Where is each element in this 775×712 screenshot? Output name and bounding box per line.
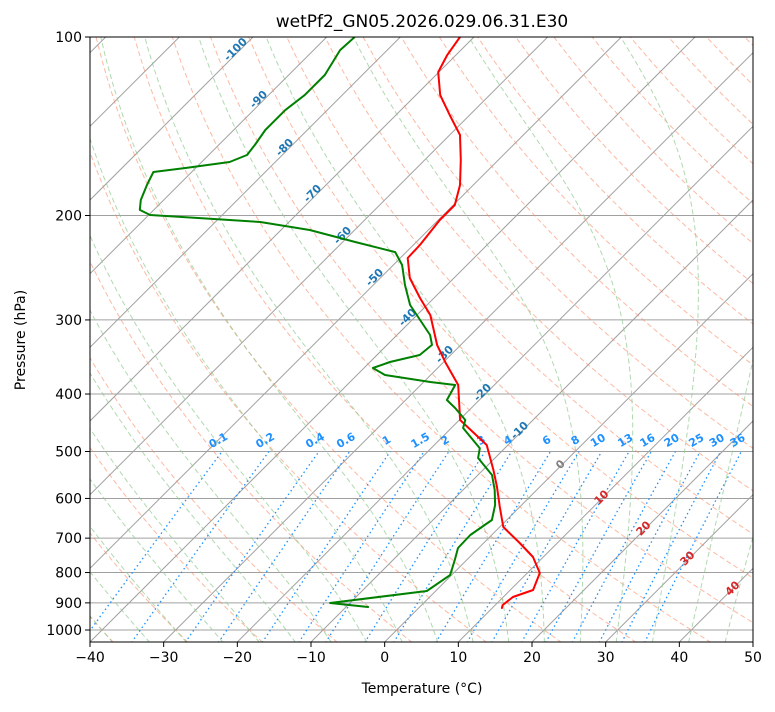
dry-adiabat-line [707, 37, 775, 643]
dry-adiabat-line [20, 37, 413, 643]
dry-adiabat-line [745, 37, 775, 643]
mixing-ratio-label: 0.2 [253, 430, 276, 451]
y-tick-label: 600 [55, 491, 82, 507]
x-tick-label: 50 [744, 650, 762, 666]
x-axis: −40 −30 −20 −10 0 10 20 30 40 50 [75, 642, 762, 666]
profiles [140, 37, 540, 608]
mixing-ratio-line [645, 452, 742, 643]
moist-adiabat-line [689, 37, 775, 643]
dry-adiabat-line [134, 37, 636, 643]
x-tick-label: 20 [523, 650, 541, 666]
y-tick-label: 1000 [46, 623, 82, 639]
moist-adiabat-line [0, 37, 260, 643]
mixing-ratio-label: 8 [569, 433, 582, 448]
isotherm-label: -70 [301, 182, 324, 205]
mixing-ratio-label: 36 [728, 431, 748, 450]
moist-adiabat-line [101, 37, 438, 643]
mixing-ratio-line [394, 452, 512, 643]
isotherm-label: -20 [471, 381, 494, 404]
moist-adiabat-line [4, 37, 331, 643]
mixing-ratio-label: 6 [540, 433, 553, 448]
isotherm-label: -80 [273, 136, 296, 159]
x-tick-label: 30 [597, 650, 615, 666]
isotherm-label: -50 [363, 266, 386, 289]
y-tick-label: 800 [55, 566, 82, 582]
warm-label: 10 [592, 487, 612, 507]
x-tick-label: 0 [380, 650, 389, 666]
isotherm-line [384, 37, 775, 643]
isotherm-line [0, 37, 253, 643]
isotherm-line [237, 37, 775, 643]
isotherm-line [531, 37, 775, 643]
isotherm-line [679, 37, 775, 643]
isotherm-label: -60 [331, 224, 354, 247]
mixing-ratio-line [262, 452, 390, 643]
mixing-ratio-label: 2 [439, 433, 452, 448]
mixing-ratio-label: 0.6 [334, 430, 358, 451]
mixing-ratio-label: 20 [662, 431, 682, 450]
y-tick-label: 500 [55, 444, 82, 460]
warm-label: 30 [678, 548, 698, 568]
isotherm-line [0, 37, 327, 643]
x-axis-label: Temperature (°C) [361, 681, 483, 697]
dry-adiabat-line [554, 37, 775, 643]
x-tick-label: −40 [75, 650, 105, 666]
mixing-ratio-line [218, 452, 349, 643]
isotherm-label: -40 [396, 306, 419, 329]
mixing-ratio-label: 10 [588, 431, 608, 450]
x-tick-label: −30 [149, 650, 179, 666]
isotherm-label: -90 [247, 88, 270, 111]
isotherm-line [89, 37, 695, 643]
moist-adiabat-line [469, 37, 633, 643]
isotherm-line [458, 37, 775, 643]
isotherm-line [0, 37, 400, 643]
y-tick-label: 100 [55, 30, 82, 46]
y-axis: 100 200 300 400 500 600 700 800 900 1000 [46, 30, 90, 639]
mixing-ratio-line [572, 452, 675, 643]
zero-label: 0 [553, 457, 568, 472]
mixing-ratio-line [326, 452, 449, 643]
dewpoint-profile-line [140, 37, 495, 607]
dry-adiabat-line [58, 37, 487, 643]
mixing-ratio-label: 30 [707, 431, 727, 450]
y-tick-label: 200 [55, 209, 82, 225]
y-axis-label: Pressure (hPa) [13, 290, 29, 390]
moist-adiabat-line [725, 37, 775, 643]
dry-adiabat-line [363, 37, 775, 643]
y-tick-label: 300 [55, 313, 82, 329]
dry-adiabat-line [0, 37, 263, 643]
dry-adiabat-line [592, 37, 775, 643]
chart-title: wetPf2_GN05.2026.029.06.31.E30 [276, 12, 568, 32]
mixing-ratio-label: 1.5 [409, 430, 432, 451]
mixing-ratio-label: 25 [687, 431, 707, 450]
isotherm-line [163, 37, 769, 643]
y-tick-label: 900 [55, 596, 82, 612]
dry-adiabat-line [172, 37, 711, 643]
x-tick-label: −10 [296, 650, 326, 666]
moist-adiabat-line [64, 37, 403, 643]
x-tick-label: 40 [670, 650, 688, 666]
mixing-ratio-line [622, 452, 721, 643]
dry-adiabat-line [516, 37, 775, 643]
y-tick-label: 400 [55, 387, 82, 403]
background-lines [0, 37, 775, 643]
isotherm-line [0, 37, 474, 643]
isotherm-label: -10 [508, 419, 531, 442]
mixing-ratio-line [81, 452, 222, 643]
x-tick-label: −20 [223, 650, 253, 666]
isotherm-label: -100 [221, 35, 250, 64]
moist-adiabat-line [32, 37, 367, 643]
mixing-ratio-label: 16 [638, 431, 658, 450]
dry-adiabat-line [0, 37, 338, 643]
dry-adiabat-line [439, 37, 775, 643]
warm-label: 20 [634, 518, 654, 538]
y-tick-label: 700 [55, 531, 82, 547]
isotherm-line [752, 37, 775, 643]
mixing-ratio-line [599, 452, 700, 643]
x-tick-label: 10 [449, 650, 467, 666]
